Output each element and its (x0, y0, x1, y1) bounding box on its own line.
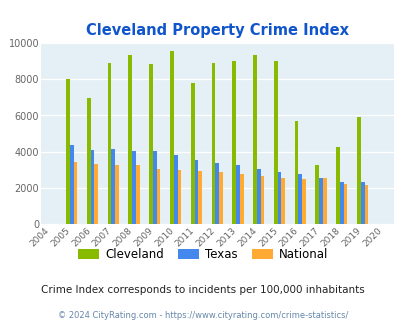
Bar (153, 151, 156, 224)
Bar (232, 61, 236, 224)
Bar (194, 160, 198, 224)
Text: Crime Index corresponds to incidents per 100,000 inhabitants: Crime Index corresponds to incidents per… (41, 285, 364, 295)
Bar (136, 165, 139, 224)
Bar (273, 61, 277, 224)
Bar (190, 83, 194, 224)
Bar (253, 55, 256, 224)
Bar (281, 178, 284, 224)
Bar (315, 165, 318, 224)
Bar (277, 172, 281, 224)
Bar (360, 182, 364, 224)
Bar (294, 121, 298, 224)
Bar (90, 150, 94, 224)
Bar (115, 164, 119, 224)
Bar (364, 185, 367, 224)
Bar (322, 178, 326, 224)
Bar (236, 164, 239, 224)
Bar (70, 146, 73, 224)
Bar (156, 169, 160, 224)
Bar (260, 176, 264, 224)
Bar (211, 63, 215, 224)
Bar (215, 163, 219, 224)
Bar (132, 151, 136, 224)
Bar (94, 164, 98, 224)
Bar (256, 169, 260, 224)
Bar (301, 179, 305, 224)
Bar (198, 171, 202, 224)
Bar (343, 183, 347, 224)
Bar (173, 154, 177, 224)
Bar (298, 175, 301, 224)
Bar (73, 162, 77, 224)
Bar (239, 175, 243, 224)
Title: Cleveland Property Crime Index: Cleveland Property Crime Index (85, 22, 348, 38)
Text: © 2024 CityRating.com - https://www.cityrating.com/crime-statistics/: © 2024 CityRating.com - https://www.city… (58, 311, 347, 320)
Bar (149, 64, 153, 224)
Bar (339, 182, 343, 224)
Bar (111, 149, 115, 224)
Bar (128, 55, 132, 224)
Bar (170, 51, 173, 224)
Bar (107, 63, 111, 224)
Bar (177, 170, 181, 224)
Bar (219, 172, 222, 224)
Bar (318, 178, 322, 224)
Bar (66, 79, 70, 224)
Legend: Cleveland, Texas, National: Cleveland, Texas, National (73, 244, 332, 266)
Bar (87, 98, 90, 224)
Bar (335, 147, 339, 224)
Bar (356, 117, 360, 224)
